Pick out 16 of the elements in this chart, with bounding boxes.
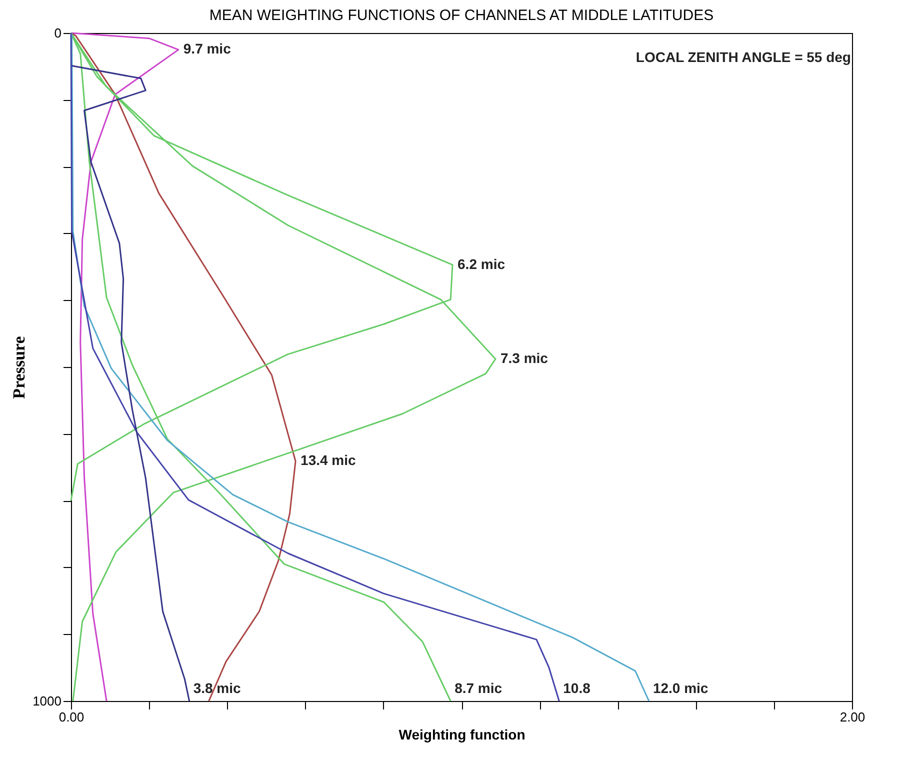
chart-title: MEAN WEIGHTING FUNCTIONS OF CHANNELS AT MIDDLE LATITUDES xyxy=(209,7,714,24)
series-label: 13.4 mic xyxy=(300,452,356,468)
series-label: 10.8 xyxy=(563,680,591,696)
series-label: 8.7 mic xyxy=(454,680,502,696)
series-label: 9.7 mic xyxy=(183,40,232,57)
y-axis-title: Pressure xyxy=(10,336,29,399)
series-label: 3.8 mic xyxy=(193,680,242,696)
series-label: 6.2 mic xyxy=(458,256,506,272)
x-tick-label: 2.00 xyxy=(840,710,866,724)
series-label: 12.0 mic xyxy=(652,680,708,696)
y-tick-label: 1000 xyxy=(32,694,62,708)
y-tick-label: 0 xyxy=(54,26,62,40)
annotation: LOCAL ZENITH ANGLE = 55 deg xyxy=(636,49,851,65)
x-tick-label: 0.00 xyxy=(58,710,84,724)
x-axis-title: Weighting function xyxy=(398,726,526,742)
series-label: 7.3 mic xyxy=(500,350,548,366)
